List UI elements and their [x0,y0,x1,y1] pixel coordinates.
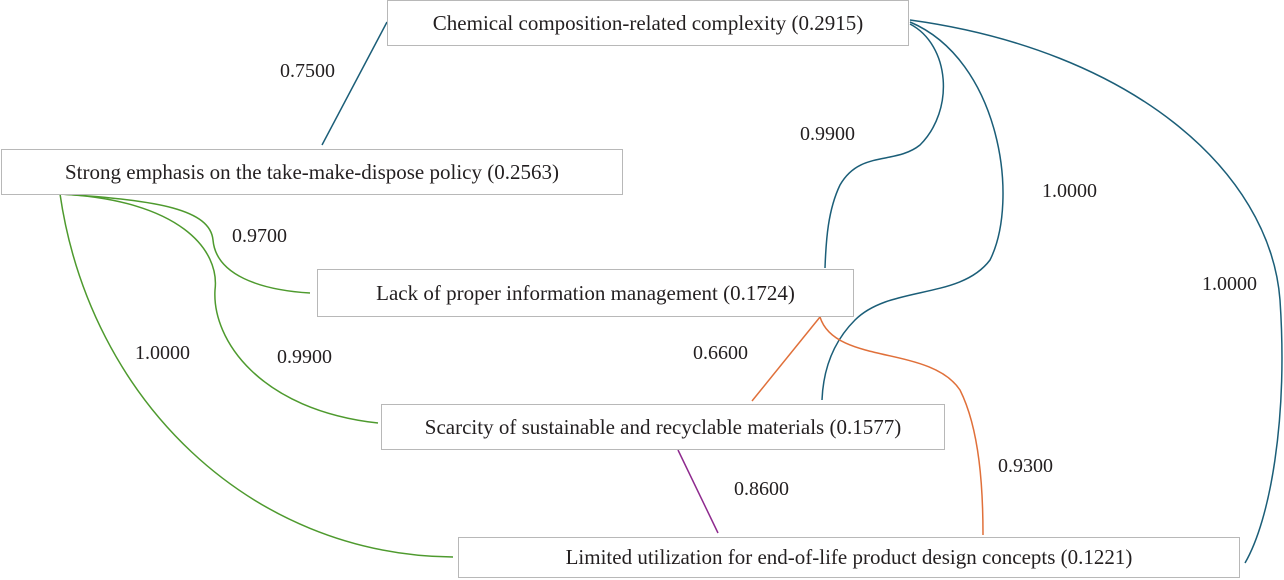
node-material-scarcity: Scarcity of sustainable and recyclable m… [381,404,945,450]
edge-takemake-scarcity [59,193,379,424]
node-end-of-life-design: Limited utilization for end-of-life prod… [458,537,1240,578]
weight-chemical-limited: 1.0000 [1202,273,1257,295]
node-label: Scarcity of sustainable and recyclable m… [424,414,902,439]
weight-takemake-info: 0.9700 [232,225,287,247]
edge-chemical-scarcity [821,21,1004,401]
edge-takemake-limited [59,193,454,558]
weight-info-scarcity: 0.6600 [693,342,748,364]
node-label: Strong emphasis on the take-make-dispose… [65,159,559,184]
edge-chemical-limited [909,19,1283,564]
weight-info-limited: 0.9300 [998,455,1053,477]
node-take-make-dispose: Strong emphasis on the take-make-dispose… [1,149,623,195]
weight-chemical-takemake: 0.7500 [280,60,335,82]
node-label: Limited utilization for end-of-life prod… [565,545,1133,569]
weight-takemake-scarcity: 0.9900 [277,346,332,368]
edge-scarcity-limited [677,449,719,534]
node-label: Chemical composition-related complexity … [432,10,864,35]
weight-chemical-info: 0.9900 [800,123,855,145]
edge-takemake-info [59,193,311,294]
weight-takemake-limited: 1.0000 [135,342,190,364]
edge-chemical-info [824,23,945,269]
weight-chemical-scarcity: 1.0000 [1042,180,1097,202]
edge-info-limited [819,316,984,536]
node-information-management: Lack of proper information management (0… [317,269,854,317]
node-label: Lack of proper information management (0… [376,280,795,305]
edge-info-scarcity [751,316,821,402]
node-chemical-complexity: Chemical composition-related complexity … [387,0,909,46]
edge-chemical-takemake [321,21,388,146]
weight-scarcity-limited: 0.8600 [734,478,789,500]
